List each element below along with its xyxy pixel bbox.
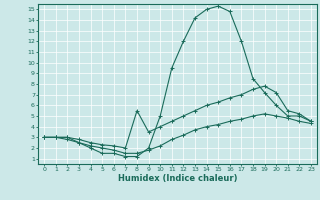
X-axis label: Humidex (Indice chaleur): Humidex (Indice chaleur)	[118, 174, 237, 183]
